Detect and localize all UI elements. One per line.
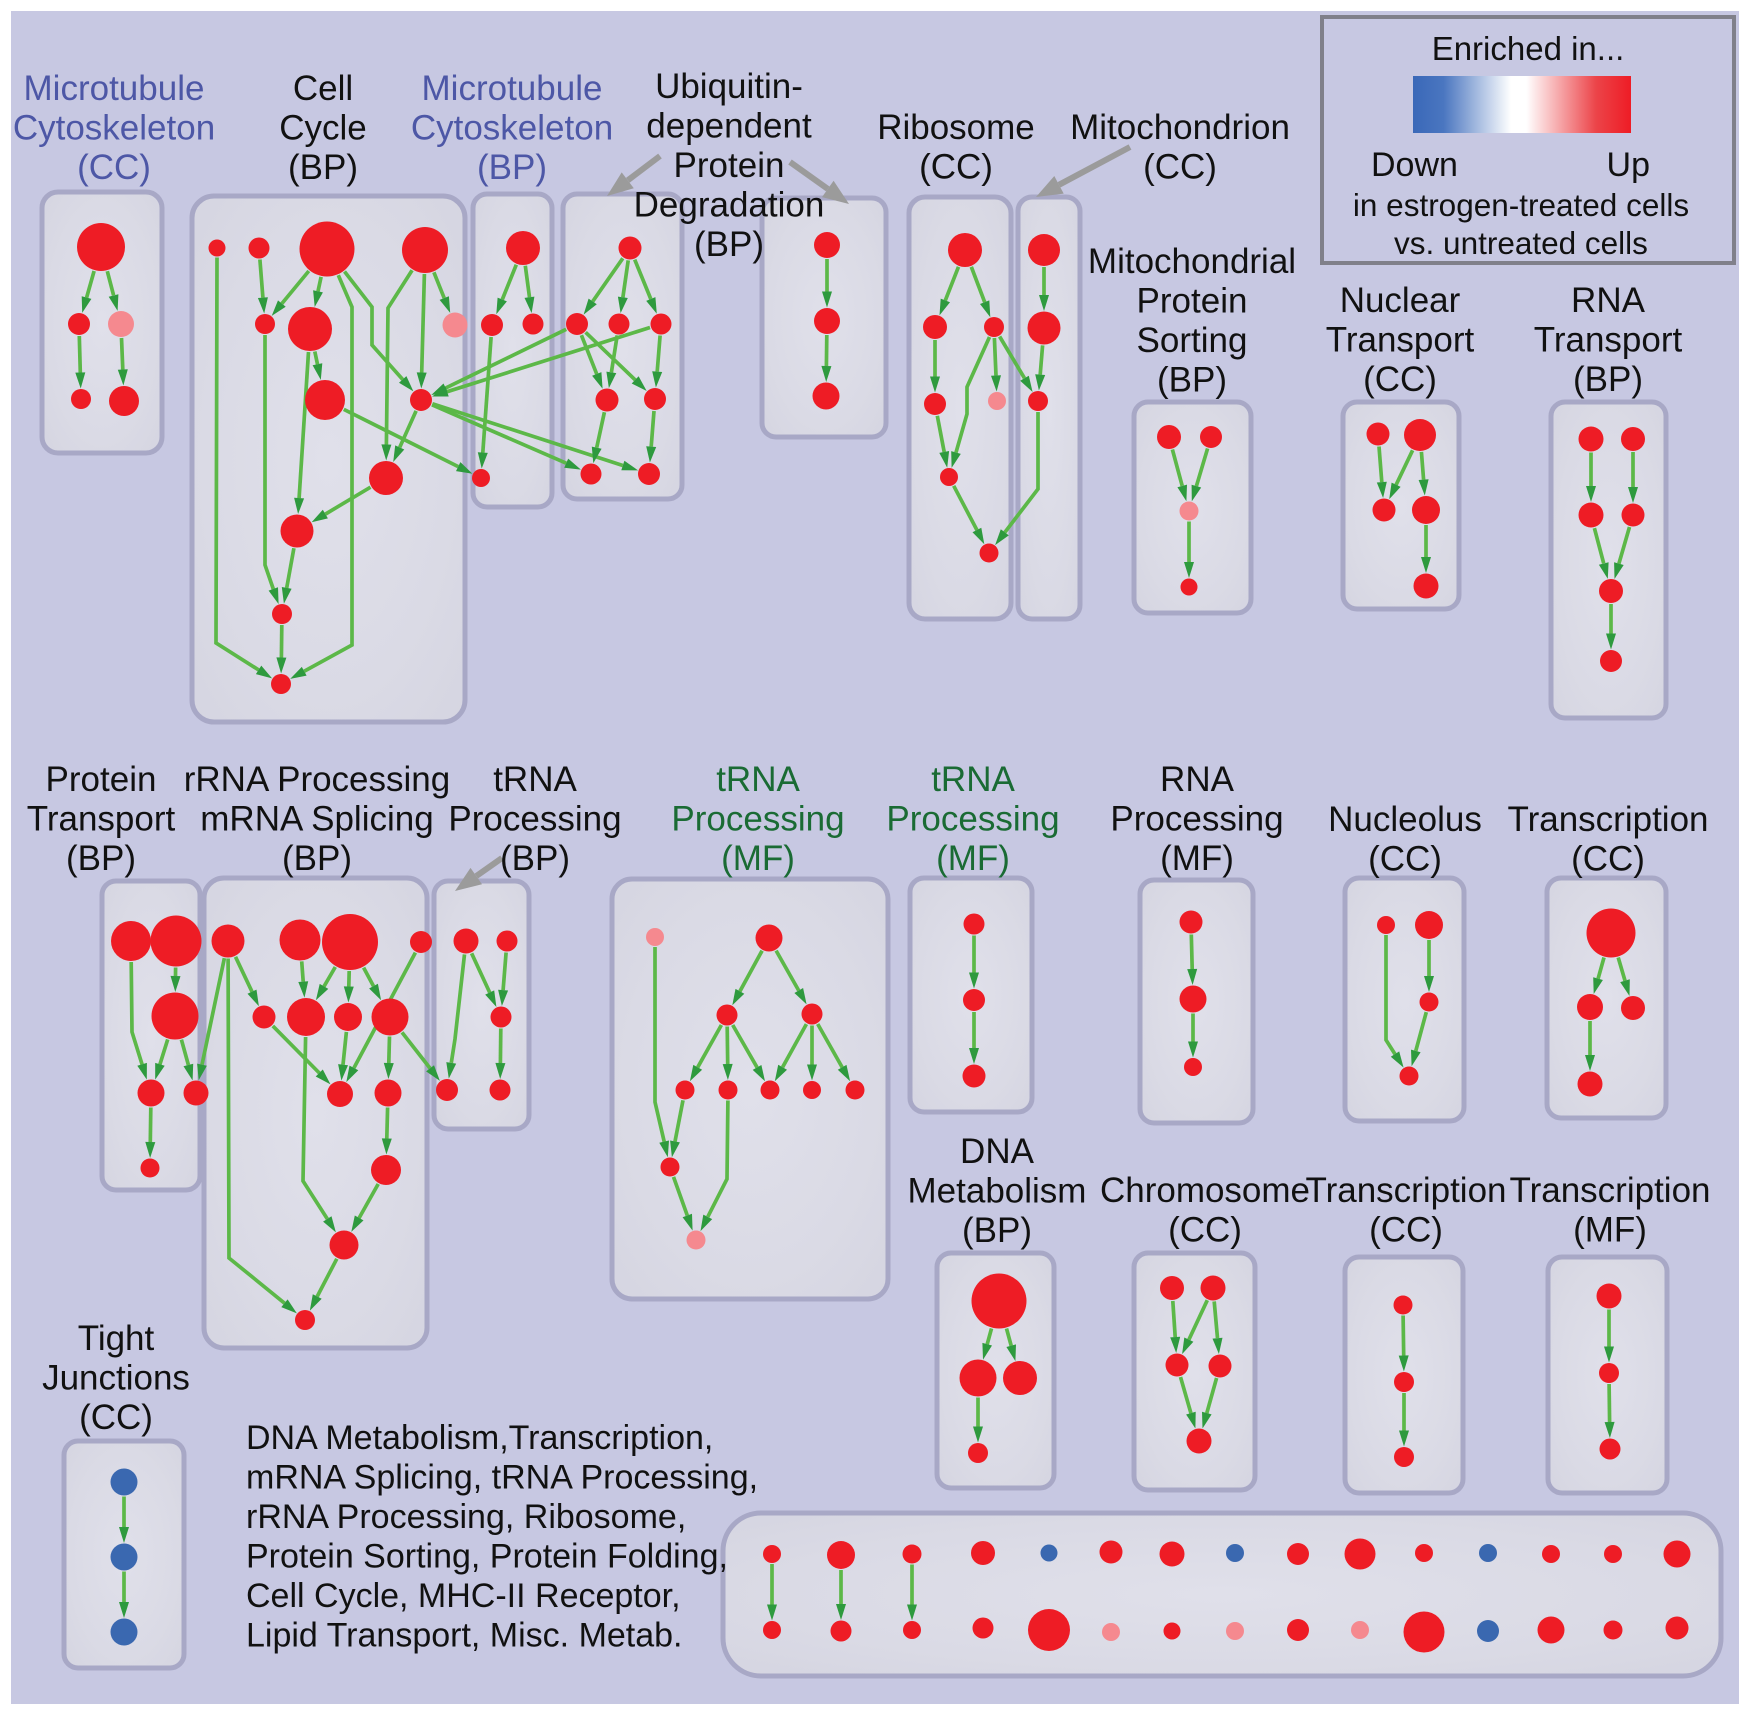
svg-text:Chromosome(CC): Chromosome (CC) bbox=[1100, 1171, 1310, 1250]
svg-text:Up: Up bbox=[1607, 146, 1650, 184]
svg-text:DNA Metabolism,Transcription,m: DNA Metabolism,Transcription, mRNA Splici… bbox=[246, 1419, 758, 1655]
svg-text:Nucleolus(CC): Nucleolus (CC) bbox=[1328, 800, 1482, 879]
svg-text:Ribosome(CC): Ribosome (CC) bbox=[877, 108, 1035, 187]
svg-text:Transcription(CC): Transcription (CC) bbox=[1508, 800, 1709, 879]
svg-text:Enriched in...: Enriched in... bbox=[1432, 30, 1625, 67]
svg-text:in estrogen-treated cells: in estrogen-treated cells bbox=[1353, 187, 1689, 223]
svg-text:Down: Down bbox=[1371, 146, 1458, 184]
svg-text:Mitochondrion(CC): Mitochondrion (CC) bbox=[1070, 108, 1290, 187]
svg-text:Transcription(MF): Transcription (MF) bbox=[1510, 1171, 1711, 1250]
svg-text:Transcription(CC): Transcription (CC) bbox=[1306, 1171, 1507, 1250]
svg-text:vs. untreated cells: vs. untreated cells bbox=[1394, 225, 1648, 261]
